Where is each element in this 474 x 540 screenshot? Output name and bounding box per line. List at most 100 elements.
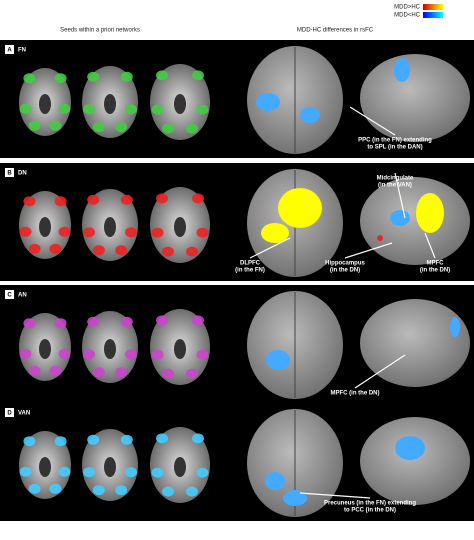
seed-region [162, 123, 174, 134]
ventricle [104, 457, 116, 477]
seed-region [186, 368, 198, 379]
seed-region [54, 73, 67, 84]
result-blob [377, 235, 383, 241]
seed-region [115, 122, 128, 133]
ventricle [174, 94, 186, 114]
seed-region [49, 483, 62, 494]
seed-region [83, 227, 95, 238]
seed-region [162, 368, 174, 379]
ventricle [104, 339, 116, 359]
seed-region [115, 245, 128, 256]
result-blob [283, 490, 307, 506]
seed-region [115, 485, 128, 496]
seed-region [120, 194, 133, 205]
seed-region [19, 466, 32, 477]
seed-region [125, 349, 137, 360]
annotation-arrow [424, 232, 436, 259]
annotation-arrow [344, 242, 393, 259]
seed-region [196, 349, 209, 360]
seed-region [28, 120, 41, 131]
ventricle [174, 217, 186, 237]
result-blob [256, 93, 280, 111]
seed-region [192, 433, 204, 444]
seed-region [151, 227, 164, 238]
result-blob [266, 350, 290, 370]
right-title: MDD-HC differences in rsFC [297, 28, 374, 34]
seed-region [58, 103, 71, 114]
seed-region [120, 434, 133, 445]
annotation: DLPFC [240, 261, 261, 267]
annotation-arrow [394, 172, 406, 219]
seed-region [23, 73, 36, 84]
panel-letter: B [7, 171, 12, 177]
ventricle [39, 457, 51, 477]
annotation: MPFC (in the DN) [331, 391, 380, 397]
result-blob [390, 210, 410, 226]
annotation-arrow [354, 354, 406, 389]
seed-region [87, 194, 100, 205]
seed-region [28, 243, 41, 254]
legend-swatch [423, 4, 443, 10]
annotation-arrow [349, 106, 396, 136]
seed-region [192, 193, 204, 204]
seed-region [115, 367, 128, 378]
seed-region [192, 70, 204, 81]
seed-region [186, 486, 198, 497]
seed-region [19, 348, 32, 359]
network-label: VAN [18, 411, 30, 417]
annotation: MPFC [427, 261, 445, 267]
seed-region [49, 243, 62, 254]
network-label: FN [18, 48, 26, 54]
seed-region [58, 226, 71, 237]
result-blob [416, 193, 444, 233]
seed-region [54, 436, 67, 447]
ventricle [39, 217, 51, 237]
seed-region [156, 193, 168, 204]
seed-region [83, 104, 95, 115]
seed-region [120, 71, 133, 82]
left-title: Seeds within a priori networks [60, 28, 140, 34]
seed-region [87, 71, 100, 82]
network-label: AN [18, 293, 27, 299]
annotation: Midcingulate [377, 176, 414, 182]
legend-label: MDD>HC [394, 5, 421, 11]
seed-region [23, 436, 36, 447]
legend-swatch [423, 12, 443, 18]
legend-label: MDD<HC [394, 13, 421, 19]
seed-region [120, 316, 133, 327]
annotation: to SPL (in the DAN) [367, 145, 422, 151]
seed-region [92, 367, 105, 378]
ventricle [104, 217, 116, 237]
lateral-brain [360, 299, 470, 387]
seed-region [28, 365, 41, 376]
annotation-arrow [249, 237, 291, 259]
result-blob [278, 188, 322, 228]
lateral-brain [360, 54, 470, 142]
result-blob [261, 223, 289, 243]
seed-region [186, 246, 198, 257]
seed-region [49, 120, 62, 131]
seed-region [162, 486, 174, 497]
seed-region [192, 315, 204, 326]
ventricle [174, 339, 186, 359]
result-blob [450, 317, 460, 337]
annotation: PPC (in the FN) extending [358, 138, 432, 144]
seed-region [92, 485, 105, 496]
seed-region [23, 318, 36, 329]
result-blob [394, 58, 410, 82]
panel-letter: C [7, 293, 12, 299]
result-blob [300, 107, 320, 123]
seed-region [28, 483, 41, 494]
seed-region [83, 467, 95, 478]
ventricle [39, 94, 51, 114]
panel-letter-box [5, 45, 14, 54]
panel-letter: A [7, 48, 12, 54]
annotation: (in the DN) [330, 268, 360, 274]
seed-region [151, 349, 164, 360]
seed-region [156, 70, 168, 81]
panel-letter-box [5, 168, 14, 177]
network-label: DN [18, 171, 27, 177]
seed-region [58, 466, 71, 477]
seed-region [58, 348, 71, 359]
panel-letter: D [7, 411, 12, 417]
